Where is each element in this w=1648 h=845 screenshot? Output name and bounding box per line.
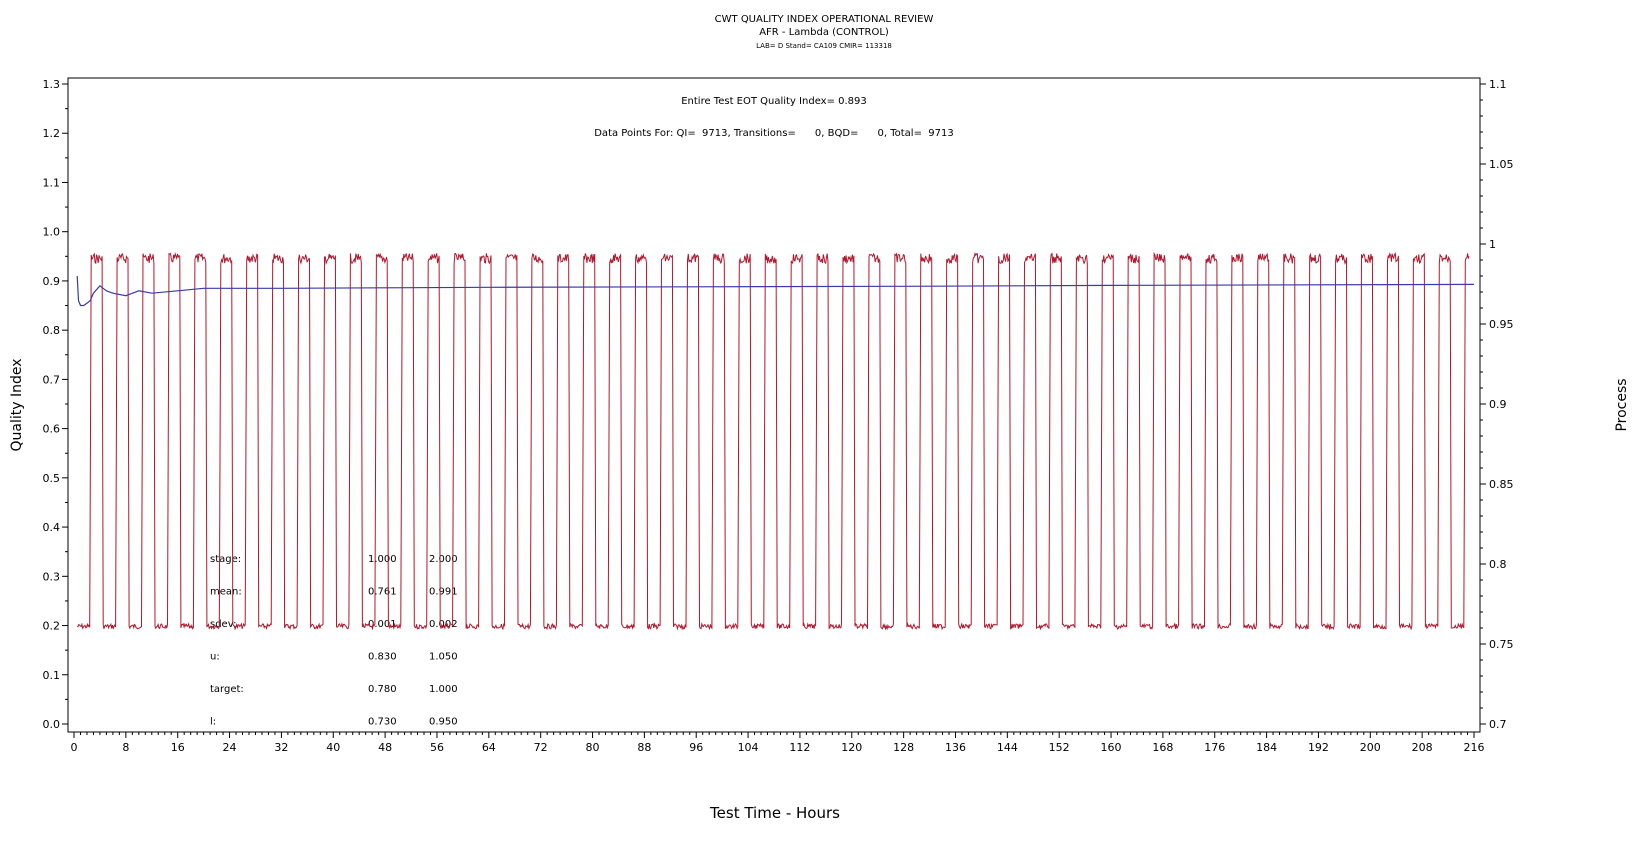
stats-value-stage1: 0.780 [368,684,397,695]
stats-label: u: [210,652,220,663]
chart-title: CWT QUALITY INDEX OPERATIONAL REVIEW [714,14,934,25]
y-tick-label: 1.1 [43,176,61,189]
y2-tick-label: 0.95 [1489,318,1514,331]
x-tick-label: 160 [1101,741,1122,754]
stats-label: target: [210,684,244,695]
stats-value-stage2: 1.000 [429,684,458,695]
x-tick-label: 24 [223,741,237,754]
stats-value-stage1: 0.830 [368,652,397,663]
quality-index-series-line [76,275,1475,307]
stats-value-stage2: 2.000 [429,554,458,565]
stats-value-stage1: 0.761 [368,587,397,598]
y2-tick-label: 0.75 [1489,638,1514,651]
y2-tick-label: 1.05 [1489,158,1514,171]
x-tick-label: 128 [893,741,914,754]
x-tick-label: 8 [122,741,129,754]
stats-value-stage1: 0.001 [368,619,397,630]
x-tick-label: 120 [841,741,862,754]
x-tick-label: 216 [1464,741,1485,754]
x-tick-label: 0 [71,741,78,754]
y-tick-label: 1.0 [43,226,61,239]
y-tick-label: 0.4 [43,521,61,534]
x-tick-label: 64 [482,741,496,754]
chart-subtitle: AFR - Lambda (CONTROL) [759,27,889,38]
x-tick-label: 40 [326,741,340,754]
x-tick-label: 96 [689,741,703,754]
y2-tick-label: 0.8 [1489,558,1507,571]
y-tick-label: 0.6 [43,423,61,436]
x-tick-label: 32 [274,741,288,754]
y-tick-label: 0.8 [43,324,61,337]
y-tick-label: 0.9 [43,275,61,288]
stats-value-stage2: 1.050 [429,652,458,663]
x-tick-label: 104 [738,741,759,754]
x-tick-label: 80 [586,741,600,754]
y-tick-label: 0.7 [43,373,61,386]
x-tick-label: 192 [1308,741,1329,754]
stats-value-stage2: 0.950 [429,717,458,728]
x-tick-label: 72 [534,741,548,754]
y-tick-label: 0.2 [43,620,61,633]
stats-value-stage2: 0.002 [429,619,458,630]
stats-value-stage2: 0.991 [429,587,458,598]
x-tick-label: 48 [378,741,392,754]
y2-axis-label: Process [1614,378,1630,431]
stats-value-stage1: 1.000 [368,554,397,565]
chart-info: LAB= D Stand= CA109 CMIR= 113318 [756,42,892,50]
x-tick-label: 200 [1360,741,1381,754]
x-tick-label: 16 [171,741,185,754]
x-tick-label: 136 [945,741,966,754]
x-tick-label: 184 [1256,741,1277,754]
y-tick-label: 0.5 [43,472,61,485]
y-tick-label: 0.3 [43,570,61,583]
stats-label: sdev: [210,619,236,630]
x-tick-label: 144 [997,741,1018,754]
stats-value-stage1: 0.730 [368,717,397,728]
y2-tick-label: 0.9 [1489,398,1507,411]
x-tick-label: 208 [1412,741,1433,754]
y2-tick-label: 1.1 [1489,78,1507,91]
y2-tick-label: 0.7 [1489,718,1507,731]
y2-tick-label: 1 [1489,238,1496,251]
eot-annotation: Entire Test EOT Quality Index= 0.893 [681,96,867,107]
x-tick-label: 176 [1204,741,1225,754]
plot-frame [67,77,1481,733]
x-axis-label: Test Time - Hours [709,804,840,822]
y-axis-label: Quality Index [9,358,25,451]
process-series-line [77,251,1470,631]
x-tick-label: 56 [430,741,444,754]
stats-label: stage: [210,554,241,565]
x-tick-label: 168 [1152,741,1173,754]
stats-label: mean: [210,587,242,598]
stats-label: l: [210,717,216,728]
y-tick-label: 0.0 [43,718,61,731]
y-tick-label: 0.1 [43,669,61,682]
x-tick-label: 152 [1049,741,1070,754]
x-tick-label: 88 [637,741,651,754]
y-tick-label: 1.3 [43,78,61,91]
points-annotation: Data Points For: QI= 9713, Transitions= … [594,128,954,139]
y2-tick-label: 0.85 [1489,478,1514,491]
y-tick-label: 1.2 [43,127,61,140]
x-tick-label: 112 [789,741,810,754]
